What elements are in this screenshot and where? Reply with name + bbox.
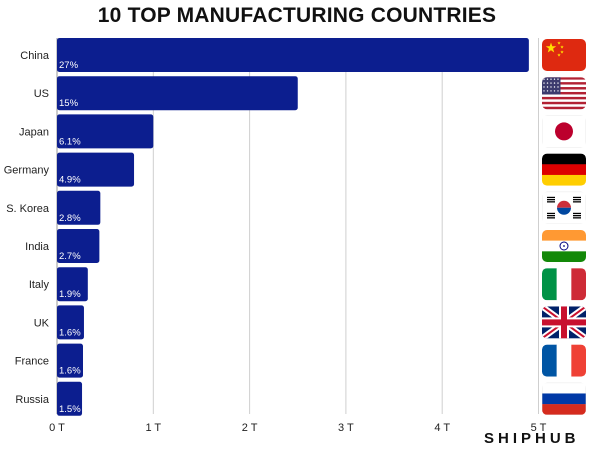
category-label: India <box>25 241 50 253</box>
japan-flag-icon <box>542 115 586 148</box>
category-label: France <box>15 356 49 368</box>
data-label: 6.1% <box>59 136 81 147</box>
x-tick-label: 4 T <box>434 422 450 434</box>
bar <box>57 267 88 302</box>
china-flag-icon <box>542 39 586 71</box>
bar <box>57 305 84 340</box>
bar <box>57 38 529 72</box>
germany-flag-icon <box>542 153 586 186</box>
data-label: 2.7% <box>59 251 81 262</box>
russia-flag-icon <box>542 382 586 415</box>
data-label: 1.6% <box>59 327 81 338</box>
bar <box>57 343 84 378</box>
india-flag-icon <box>542 230 586 262</box>
x-tick-label: 5 T <box>531 422 547 434</box>
france-flag-icon <box>542 344 586 377</box>
category-label: China <box>20 50 50 62</box>
bar <box>57 152 135 187</box>
south-korea-flag-icon <box>542 191 586 224</box>
bar <box>57 229 100 263</box>
category-label: S. Korea <box>6 203 50 215</box>
data-label: 1.6% <box>59 366 81 377</box>
category-label: Japan <box>19 126 49 138</box>
category-label: UK <box>34 317 50 329</box>
category-label: US <box>34 88 49 100</box>
italy-flag-icon <box>542 268 586 301</box>
data-label: 1.5% <box>59 404 81 415</box>
category-label: Germany <box>4 165 50 177</box>
x-tick-label: 3 T <box>338 422 354 434</box>
uk-flag-icon <box>542 306 586 339</box>
category-label: Russia <box>15 394 50 406</box>
bar <box>57 190 101 225</box>
category-label: Italy <box>29 279 50 291</box>
x-tick-label: 0 T <box>49 422 65 434</box>
bar <box>57 76 298 111</box>
data-label: 2.8% <box>59 213 81 224</box>
data-label: 27% <box>59 60 79 71</box>
data-label: 4.9% <box>59 175 81 186</box>
bar <box>57 381 83 416</box>
data-label: 15% <box>59 98 79 109</box>
brand-logo: SHIPHUB <box>484 430 580 447</box>
x-tick-label: 2 T <box>242 422 258 434</box>
data-label: 1.9% <box>59 289 81 300</box>
us-flag-icon <box>542 77 586 110</box>
x-tick-label: 1 T <box>145 422 161 434</box>
chart-title: 10 TOP MANUFACTURING COUNTRIES <box>97 4 497 27</box>
bar <box>57 114 154 149</box>
